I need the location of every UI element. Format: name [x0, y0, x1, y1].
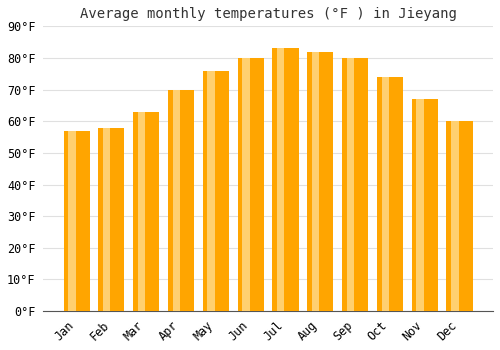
Bar — [446, 121, 472, 311]
Bar — [272, 48, 298, 311]
Bar — [98, 127, 124, 311]
Bar — [138, 112, 145, 311]
Bar — [203, 71, 229, 311]
Bar — [168, 90, 194, 311]
Bar — [416, 99, 424, 311]
Bar — [64, 131, 90, 311]
Bar — [277, 48, 284, 311]
Bar — [342, 58, 368, 311]
Bar — [377, 77, 403, 311]
Bar — [382, 77, 389, 311]
Bar — [346, 58, 354, 311]
Bar — [172, 90, 180, 311]
Bar — [451, 121, 458, 311]
Bar — [412, 99, 438, 311]
Title: Average monthly temperatures (°F ) in Jieyang: Average monthly temperatures (°F ) in Ji… — [80, 7, 456, 21]
Bar — [312, 51, 319, 311]
Bar — [242, 58, 250, 311]
Bar — [68, 131, 76, 311]
Bar — [238, 58, 264, 311]
Bar — [133, 112, 160, 311]
Bar — [208, 71, 215, 311]
Bar — [307, 51, 334, 311]
Bar — [103, 127, 110, 311]
